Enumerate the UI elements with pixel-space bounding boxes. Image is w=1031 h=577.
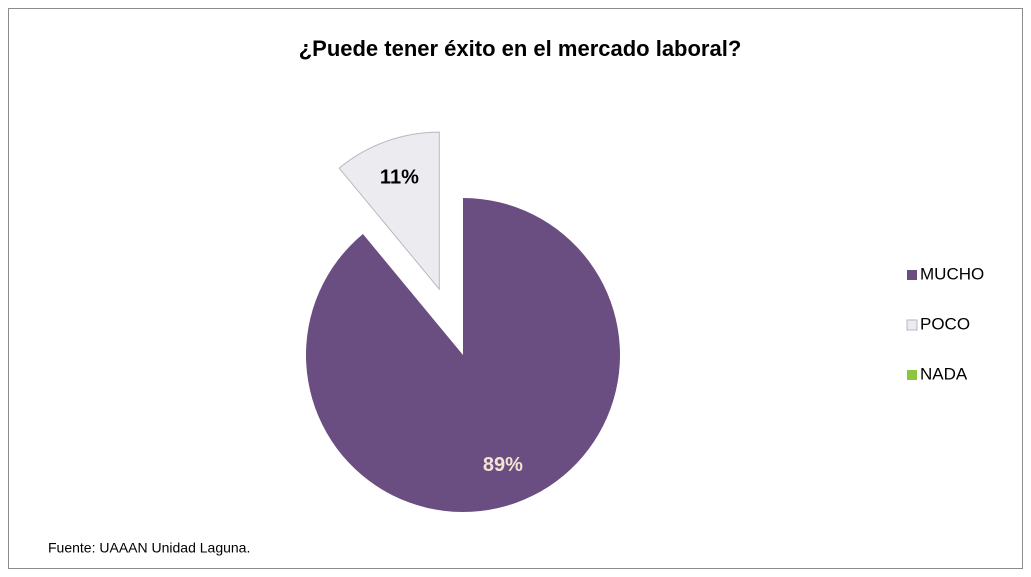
pie-slice xyxy=(306,198,621,513)
legend-label: POCO xyxy=(920,314,970,333)
legend-swatch xyxy=(906,319,918,331)
legend-label: MUCHO xyxy=(920,264,984,283)
chart-title: ¿Puede tener éxito en el mercado laboral… xyxy=(299,36,742,61)
legend-label: NADA xyxy=(920,364,968,383)
legend-swatch xyxy=(907,370,917,380)
legend-swatch xyxy=(907,270,917,280)
data-label: 89% xyxy=(483,454,523,476)
pie-slice xyxy=(338,131,440,291)
source-note: Fuente: UAAAN Unidad Laguna. xyxy=(48,540,250,556)
data-label: 11% xyxy=(380,167,419,189)
